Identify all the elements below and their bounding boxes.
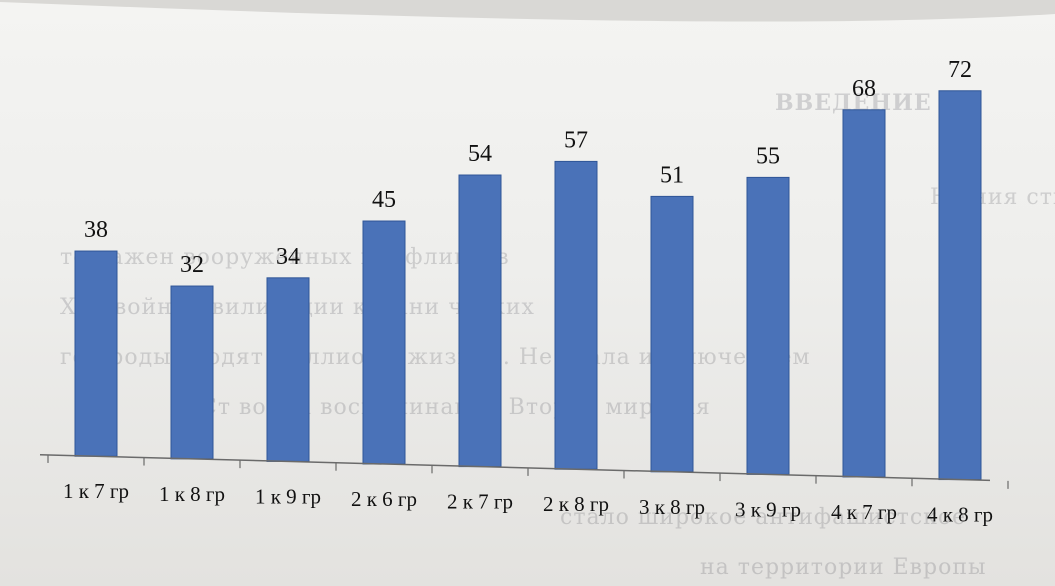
value-label-4: 45 xyxy=(372,187,396,213)
x-tick-label-7: 3 к 8 гр xyxy=(639,495,705,519)
x-tick-label-2: 1 к 8 гр xyxy=(159,482,225,506)
x-axis-line xyxy=(39,453,991,482)
x-tick-labels-group: 1 к 7 гр 1 к 8 гр 1 к 9 гр 2 к 6 гр 2 к 7 гр… xyxy=(63,479,993,526)
value-label-3: 34 xyxy=(276,244,300,270)
x-tick-label-8: 3 к 9 гр xyxy=(735,497,801,521)
bar-2 xyxy=(170,285,214,460)
x-tick-label-6: 2 к 8 гр xyxy=(543,492,609,516)
x-tick-label-1: 1 к 7 гр xyxy=(63,479,129,503)
bar-10 xyxy=(938,90,982,481)
x-tick-label-9: 4 к 7 гр xyxy=(831,500,897,524)
x-ticks-group xyxy=(47,454,1009,489)
value-label-10: 72 xyxy=(948,57,972,83)
bar-8 xyxy=(746,176,790,475)
bar-6 xyxy=(554,160,598,470)
bar-3 xyxy=(266,277,310,462)
bar-9 xyxy=(842,109,886,478)
value-label-8: 55 xyxy=(756,143,780,169)
value-label-1: 38 xyxy=(84,217,108,243)
x-tick-label-5: 2 к 7 гр xyxy=(447,490,513,514)
x-tick-label-3: 1 к 9 гр xyxy=(255,484,321,508)
bar-1 xyxy=(74,250,118,457)
x-tick-label-10: 4 к 8 гр xyxy=(927,503,993,527)
bars-group xyxy=(74,90,982,481)
value-label-5: 54 xyxy=(468,141,492,167)
x-tick-label-4: 2 к 6 гр xyxy=(351,487,417,511)
value-label-7: 51 xyxy=(660,162,684,188)
value-label-9: 68 xyxy=(852,76,876,102)
value-labels-group: 38 32 34 45 54 57 51 55 68 72 xyxy=(84,57,972,278)
value-label-2: 32 xyxy=(180,252,204,278)
bar-4 xyxy=(362,220,406,465)
value-label-6: 57 xyxy=(564,127,588,153)
bar-5 xyxy=(458,174,502,468)
bar-7 xyxy=(650,195,694,473)
